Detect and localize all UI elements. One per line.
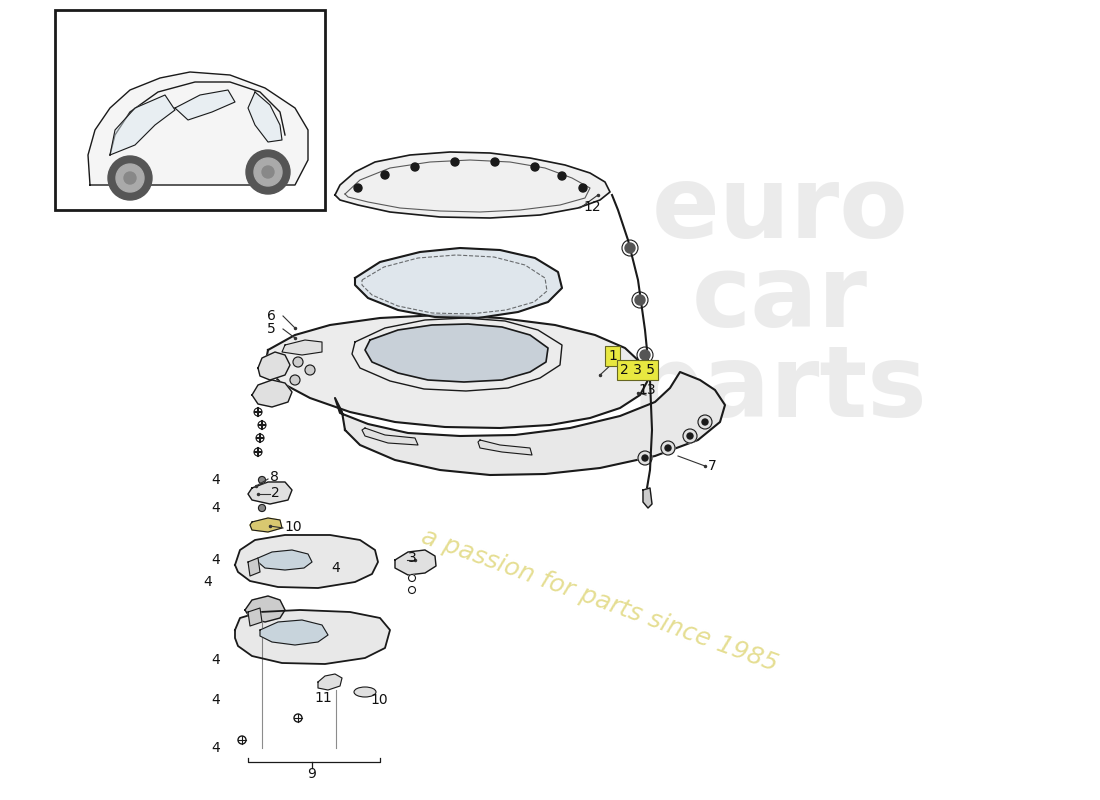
Polygon shape	[318, 674, 342, 690]
Circle shape	[108, 156, 152, 200]
Polygon shape	[355, 248, 562, 318]
Polygon shape	[282, 340, 322, 355]
Polygon shape	[362, 428, 418, 445]
Polygon shape	[258, 550, 312, 570]
Text: 13: 13	[638, 383, 656, 397]
Polygon shape	[644, 488, 652, 508]
Text: 2 3 5: 2 3 5	[620, 363, 654, 377]
Text: 8: 8	[270, 470, 279, 484]
Circle shape	[698, 415, 712, 429]
Polygon shape	[88, 72, 308, 185]
Bar	[55, 10, 324, 210]
Circle shape	[702, 419, 708, 425]
Circle shape	[258, 477, 265, 483]
Text: 4: 4	[211, 653, 220, 667]
Circle shape	[290, 375, 300, 385]
Circle shape	[254, 408, 262, 416]
Text: 6: 6	[267, 309, 276, 323]
Polygon shape	[250, 518, 282, 532]
Polygon shape	[245, 596, 285, 622]
Text: 4: 4	[331, 561, 340, 575]
Text: 5: 5	[267, 322, 276, 336]
Polygon shape	[336, 372, 725, 475]
Circle shape	[246, 150, 290, 194]
Circle shape	[256, 434, 264, 442]
Polygon shape	[478, 440, 532, 455]
Text: 9: 9	[308, 767, 317, 781]
Circle shape	[411, 163, 419, 171]
Text: 4: 4	[211, 501, 220, 515]
Circle shape	[638, 451, 652, 465]
Polygon shape	[248, 482, 292, 504]
Polygon shape	[252, 380, 292, 407]
Polygon shape	[235, 610, 390, 664]
Circle shape	[451, 158, 459, 166]
Text: 4: 4	[211, 473, 220, 487]
Circle shape	[258, 421, 266, 429]
Text: euro
car
parts: euro car parts	[632, 162, 928, 438]
Text: 12: 12	[583, 200, 601, 214]
Polygon shape	[175, 90, 235, 120]
Circle shape	[262, 166, 274, 178]
Text: 7: 7	[708, 459, 717, 473]
Circle shape	[408, 574, 416, 582]
Circle shape	[661, 441, 675, 455]
Text: 3: 3	[408, 551, 417, 565]
Polygon shape	[248, 92, 282, 142]
Circle shape	[642, 455, 648, 461]
Text: 4: 4	[211, 693, 220, 707]
Circle shape	[491, 158, 499, 166]
Polygon shape	[365, 324, 548, 382]
Circle shape	[531, 163, 539, 171]
Polygon shape	[265, 315, 648, 428]
Text: 2: 2	[271, 486, 279, 500]
Circle shape	[294, 714, 302, 722]
Polygon shape	[336, 152, 610, 218]
Text: 4: 4	[211, 553, 220, 567]
Circle shape	[640, 350, 650, 360]
Circle shape	[254, 158, 282, 186]
Circle shape	[666, 445, 671, 451]
Polygon shape	[248, 558, 260, 576]
Circle shape	[116, 164, 144, 192]
Circle shape	[305, 365, 315, 375]
Text: 11: 11	[314, 691, 332, 705]
Circle shape	[408, 586, 416, 594]
Circle shape	[238, 736, 246, 744]
Text: 4: 4	[211, 741, 220, 755]
Circle shape	[354, 184, 362, 192]
Circle shape	[293, 357, 303, 367]
Polygon shape	[260, 620, 328, 645]
Circle shape	[258, 505, 265, 511]
Ellipse shape	[354, 687, 376, 697]
Circle shape	[635, 295, 645, 305]
Text: 4: 4	[204, 575, 212, 589]
Text: 10: 10	[284, 520, 301, 534]
Circle shape	[381, 171, 389, 179]
Circle shape	[558, 172, 566, 180]
Text: a passion for parts since 1985: a passion for parts since 1985	[418, 524, 782, 676]
Polygon shape	[110, 95, 175, 155]
Circle shape	[625, 243, 635, 253]
Circle shape	[688, 433, 693, 439]
Text: 10: 10	[370, 693, 387, 707]
Circle shape	[579, 184, 587, 192]
Polygon shape	[235, 535, 378, 588]
Circle shape	[124, 172, 136, 184]
Text: 1: 1	[608, 349, 617, 363]
Circle shape	[254, 448, 262, 456]
Polygon shape	[258, 352, 290, 380]
Polygon shape	[248, 608, 262, 626]
Polygon shape	[395, 550, 436, 575]
Circle shape	[683, 429, 697, 443]
